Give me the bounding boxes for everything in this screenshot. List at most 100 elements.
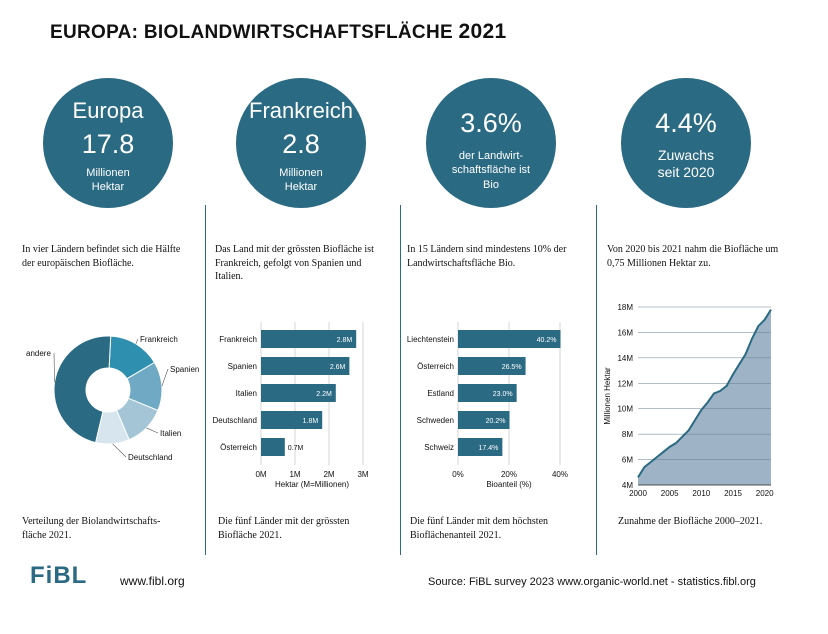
circle-text: seit 2020 [657,164,715,180]
bar-chart-share: 0% 20% 40% Liechtenstein 40.2% Österreich 26.5… [407,322,568,489]
divider [596,205,597,555]
donut-leader [161,368,169,387]
bar-value-label: 20.2% [486,418,506,425]
bar [261,330,357,348]
category-label: Österreich [417,362,454,371]
x-tick-label: 0M [255,470,266,479]
circle-value: 3.6% [460,108,522,138]
y-tick-label: 12M [617,379,633,388]
bar [458,438,503,456]
y-tick-label: 10M [617,405,633,414]
donut-leader [112,443,127,458]
circle-europa: Europa 17.8 Millionen Hektar [43,78,173,208]
x-tick-label: 2015 [724,489,742,498]
x-tick-label: 2M [323,470,334,479]
bar-chart-area: 0M 1M 2M 3M Frankreich 2.8M Spanien 2.6M Italien… [213,322,369,489]
category-label: Deutschland [213,416,257,425]
donut-leader [53,352,55,383]
circle-text: Millionen [86,167,130,179]
bar [261,411,323,429]
circle-anteil: 3.6% der Landwirt- schaftsfläche ist Bio [426,78,556,208]
title-text: EUROPA: BIOLANDWIRTSCHAFTSFLÄCHE [50,22,453,43]
caption-2: Die fünf Länder mit der grössten Biofläc… [218,516,350,541]
category-label: Spanien [228,362,257,371]
description-4: Von 2020 bis 2021 nahm die Biofläche um … [607,244,779,269]
category-label: Italien [236,389,257,398]
bar-value-label: 26.5% [502,364,522,371]
footer-url[interactable]: www.fibl.org [120,574,185,588]
donut-label: Spanien [170,365,199,374]
bar-value-label: 2.8M [337,337,353,344]
area-line [637,309,772,478]
donut-leader [146,427,159,434]
x-tick-label: 20% [501,470,517,479]
donut-label: Frankreich [140,335,178,344]
y-tick-label: 4M [622,481,633,490]
circle-heading: Europa [72,98,144,123]
area-chart-growth: 4M 6M 8M 10M 12M 14M 16M 18M 2000 2005 2010 2015 202… [603,303,774,498]
divider [400,205,401,555]
circle-heading: Frankreich [249,98,353,123]
bar-value-label: 40.2% [537,337,557,344]
bar-value-label: 23.0% [493,391,513,398]
category-label: Liechtenstein [407,335,454,344]
description-2: Das Land mit der grössten Biofläche ist … [215,244,374,282]
bar [261,357,350,375]
bar [458,384,517,402]
circle-value: 2.8 [282,129,320,159]
x-tick-label: 3M [357,470,368,479]
circle-text: der Landwirt- [458,150,524,162]
bar [458,411,510,429]
circle-text: Hektar [91,181,125,194]
description-3: In 15 Ländern sind mindestens 10% der La… [407,244,567,269]
x-tick-label: 2020 [756,489,774,498]
description-1: In vier Ländern befindet sich die Hälfte… [22,244,181,269]
category-label: Österreich [220,443,257,452]
category-label: Estland [427,389,454,398]
y-tick-label: 18M [617,303,633,312]
x-axis-label: Hektar (M=Millionen) [275,480,349,489]
x-axis-label: Bioanteil (%) [486,480,532,489]
y-axis-label: Millionen Hektar [603,367,612,425]
caption-3: Die fünf Länder mit dem höchsten Biofläc… [410,516,549,541]
bar [261,438,285,456]
y-tick-label: 8M [622,430,633,439]
x-tick-label: 0% [452,470,464,479]
y-tick-label: 16M [617,328,633,337]
x-tick-label: 2005 [661,489,679,498]
bar-value-label: 17.4% [479,445,499,452]
bar [458,330,561,348]
bar-value-label: 1.8M [303,418,319,425]
footer-source: Source: FiBL survey 2023 www.organic-wor… [428,576,756,588]
circle-text: Hektar [284,181,318,194]
x-tick-label: 1M [289,470,300,479]
donut-label: andere [26,349,51,358]
x-tick-label: 2010 [692,489,710,498]
title-year: 2021 [458,20,507,43]
bar [458,357,526,375]
donut-slice [53,335,112,444]
donut-label: Deutschland [128,453,172,462]
donut-label: Italien [160,429,181,438]
bar-value-label: 2.6M [330,364,346,371]
category-label: Schweiz [424,443,454,452]
bar [261,384,336,402]
divider [205,205,206,555]
donut-leader [135,338,139,344]
donut-chart: Frankreich Spanien Italien Deutschland ander… [26,335,199,462]
area-fill [638,309,771,485]
circle-value: 17.8 [81,129,135,159]
fibl-logo: FiBL [30,562,88,589]
category-label: Schweden [417,416,454,425]
circle-text: Zuwachs [657,147,715,163]
page-title: EUROPA: BIOLANDWIRTSCHAFTSFLÄCHE 2021 [50,20,506,44]
circle-zuwachs: 4.4% Zuwachs seit 2020 [621,78,751,208]
x-tick-label: 2000 [629,489,647,498]
category-label: Frankreich [219,335,257,344]
x-tick-label: 40% [552,470,568,479]
caption-1: Verteilung der Biolandwirtschafts-fläche… [22,516,161,541]
circle-value: 4.4% [655,108,717,138]
circle-text: Millionen [279,167,323,179]
circle-text: Bio [483,178,499,191]
y-tick-label: 14M [617,354,633,363]
